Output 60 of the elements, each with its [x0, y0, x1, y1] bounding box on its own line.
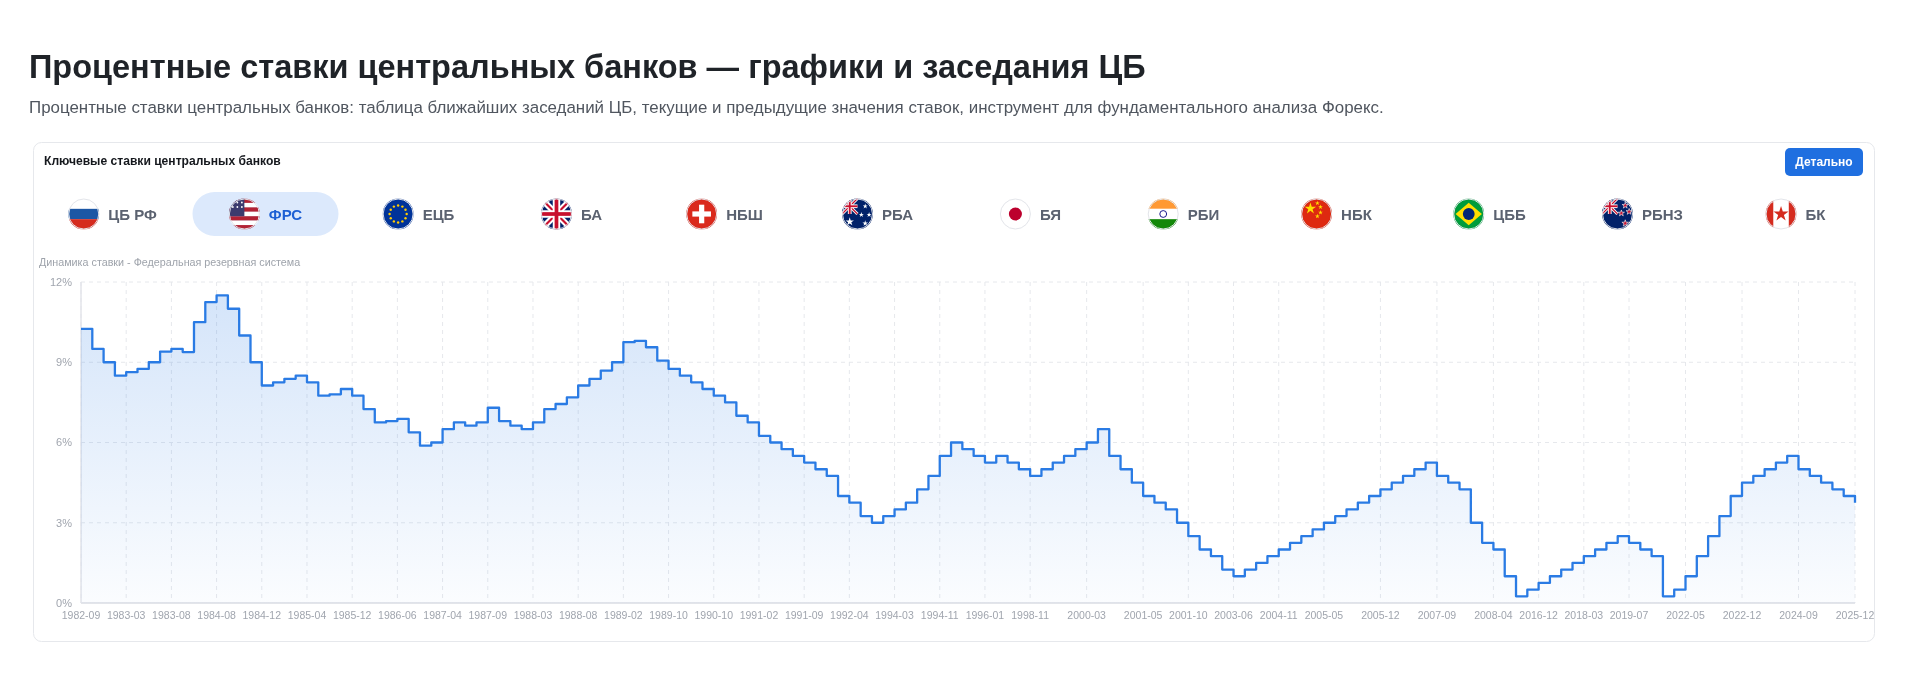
x-tick-label: 1990-10 [694, 609, 734, 621]
x-tick-label: 2000-03 [1067, 609, 1107, 621]
x-tick-label: 2001-10 [1169, 609, 1208, 621]
x-tick-label: 2003-06 [1214, 609, 1253, 621]
x-tick-label: 1998-11 [1011, 609, 1050, 621]
x-tick-label: 1985-04 [287, 609, 327, 621]
text: ФРС [268, 205, 303, 223]
text: НБШ [726, 205, 763, 223]
x-tick-label: 1984-08 [197, 609, 237, 621]
x-tick-label: 1985-12 [332, 609, 372, 621]
x-tick-label: 2016-12 [1519, 609, 1559, 621]
x-tick-label: 2025-12 [1835, 609, 1875, 621]
text: Динамика ставки - Федеральная резервная система [39, 256, 301, 268]
text: БА [580, 205, 603, 223]
text: БЯ [1039, 205, 1062, 223]
x-tick-label: 2005-05 [1304, 609, 1344, 621]
x-tick-label: 1994-03 [875, 609, 914, 621]
x-tick-label: 1987-09 [468, 609, 508, 621]
x-tick-label: 1984-12 [242, 609, 282, 621]
y-tick-label: 0% [56, 596, 73, 609]
x-tick-label: 1994-11 [920, 609, 959, 621]
x-tick-label: 1986-06 [378, 609, 417, 621]
y-tick-label: 3% [56, 516, 73, 529]
text: БК [1805, 205, 1827, 223]
x-tick-label: 1988-03 [513, 609, 553, 621]
text: РБИ [1187, 205, 1220, 223]
x-tick-label: 2022-05 [1666, 609, 1705, 621]
x-tick-label: 1987-04 [423, 609, 462, 621]
y-tick-label: 6% [56, 436, 73, 449]
x-tick-label: 1983-03 [106, 609, 146, 621]
x-tick-label: 2007-09 [1417, 609, 1457, 621]
text: РБНЗ [1641, 205, 1684, 223]
x-tick-label: 2005-12 [1361, 609, 1400, 621]
x-tick-label: 2024-09 [1779, 609, 1818, 621]
x-tick-label: 2008-04 [1474, 609, 1513, 621]
text: Ключевые ставки центральных банков [44, 154, 281, 168]
x-tick-label: 1989-02 [604, 609, 643, 621]
x-tick-label: 1989-10 [649, 609, 688, 621]
chart-title: Процентные ставки центральных банков — графики и заседания ЦБ [29, 49, 1146, 85]
y-tick-label: 12% [49, 275, 73, 288]
x-tick-label: 2004-11 [1259, 609, 1298, 621]
x-tick-label: 1991-02 [739, 609, 779, 621]
x-tick-label: 2022-12 [1722, 609, 1762, 621]
text: Детально [1795, 155, 1853, 169]
x-tick-label: 1991-09 [784, 609, 824, 621]
text: ЦБ РФ [108, 205, 157, 223]
y-tick-label: 9% [56, 356, 73, 369]
x-tick-label: 1996-01 [965, 609, 1005, 621]
x-tick-label: 2018-03 [1564, 609, 1604, 621]
chart-subtitle: Процентные ставки центральных банков: таблица ближайших заседаний ЦБ, текущие и предыдущие значения ставок, инструмент для фундаментального анализа Форекс. [29, 98, 1384, 117]
text: ЕЦБ [422, 205, 455, 223]
x-tick-label: 1982-09 [61, 609, 101, 621]
x-tick-label: 2019-07 [1609, 609, 1649, 621]
text: РБА [881, 205, 914, 223]
x-tick-label: 1988-08 [558, 609, 598, 621]
x-tick-label: 2001-05 [1123, 609, 1163, 621]
x-tick-label: 1983-08 [152, 609, 191, 621]
text: ЦББ [1493, 205, 1526, 223]
text: НБК [1341, 205, 1373, 223]
x-tick-label: 1992-04 [830, 609, 869, 621]
